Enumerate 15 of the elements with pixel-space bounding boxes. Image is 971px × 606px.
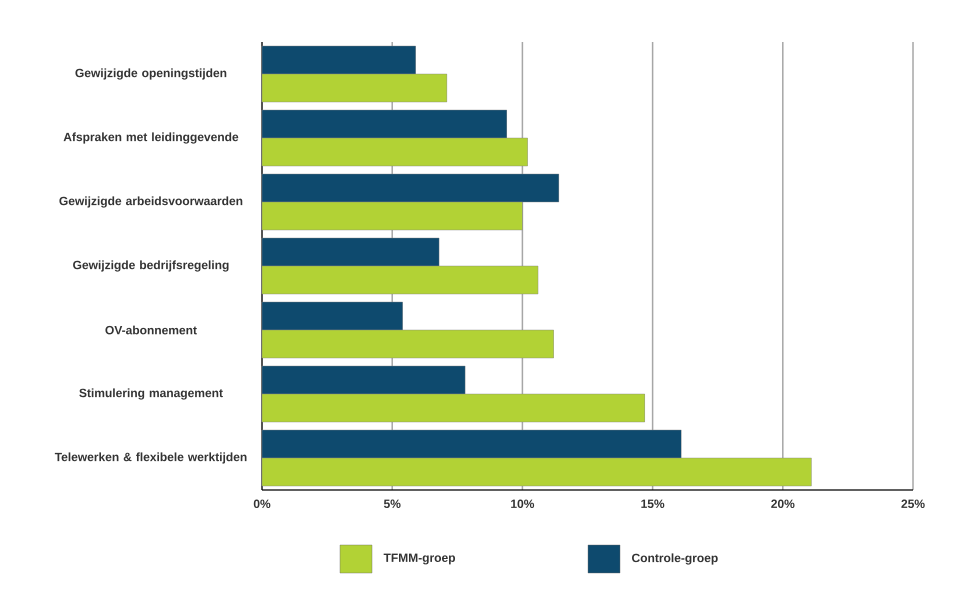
y-tick-label: Gewijzigde arbeidsvoorwaarden (59, 196, 242, 208)
x-tick-label: 10% (511, 500, 534, 508)
legend-label: TFMM-groep (384, 554, 456, 564)
x-tick-label: 15% (641, 500, 664, 508)
x-tick-label: 0% (254, 500, 270, 508)
y-tick-label: Gewijzigde openingstijden (75, 68, 226, 80)
y-tick-label: Telewerken & flexibele werktijden (54, 452, 246, 464)
y-tick-label: OV-abonnement (105, 326, 197, 334)
x-tick-label: 20% (771, 500, 794, 508)
y-tick-label: Stimulering management (79, 388, 223, 400)
legend-label: Controle-groep (632, 553, 718, 565)
x-tick-label: 25% (901, 500, 925, 508)
y-tick-label: Gewijzigde bedrijfsregeling (73, 260, 229, 272)
x-tick-label: 5% (384, 500, 401, 508)
y-tick-label: Afspraken met leidinggevende (64, 132, 238, 144)
